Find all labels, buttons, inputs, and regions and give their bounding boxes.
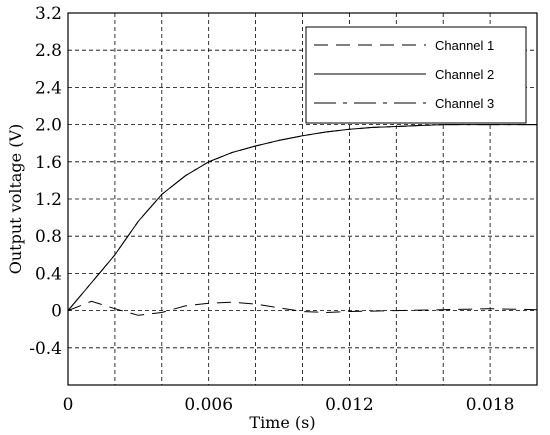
- legend-box: [305, 26, 527, 124]
- y-axis-label: Output voltage (V): [6, 124, 25, 275]
- legend-label-channel-2: Channel 2: [435, 67, 494, 82]
- x-axis-label: Time (s): [249, 413, 315, 432]
- series-layer: [67, 124, 538, 316]
- x-tick-label: 0.018: [466, 395, 515, 415]
- plot-frame: [67, 12, 538, 386]
- x-tick-label: 0.012: [325, 395, 374, 415]
- legend-label-channel-1: Channel 1: [435, 38, 494, 53]
- y-tick-label: 0: [51, 302, 62, 322]
- y-tick-label: 3.2: [35, 4, 62, 24]
- y-tick-label: 2.4: [35, 78, 62, 98]
- series-line-channel-3: [67, 124, 537, 311]
- x-tick-label: 0.006: [184, 395, 233, 415]
- x-tick-label: 0: [63, 395, 74, 415]
- grid: [68, 13, 537, 385]
- series-line-channel-1: [67, 300, 538, 316]
- y-tick-label: 1.2: [35, 190, 62, 210]
- y-tick-label: 1.6: [35, 153, 62, 173]
- y-tick-label: 0.8: [35, 227, 62, 247]
- y-tick-label: 0.4: [35, 264, 62, 284]
- legend: Channel 1 Channel 2 Channel 3: [305, 26, 527, 124]
- y-tick-label: 2.8: [35, 41, 62, 61]
- y-tick-label: -0.4: [29, 339, 62, 359]
- legend-label-channel-3: Channel 3: [435, 96, 494, 111]
- y-tick-label: 2.0: [35, 116, 62, 136]
- tick-labels: 0 0.006 0.012 0.018 -0.4 0 0.4 0.8 1.2 1.6 2.0 2.4 2…: [29, 4, 514, 415]
